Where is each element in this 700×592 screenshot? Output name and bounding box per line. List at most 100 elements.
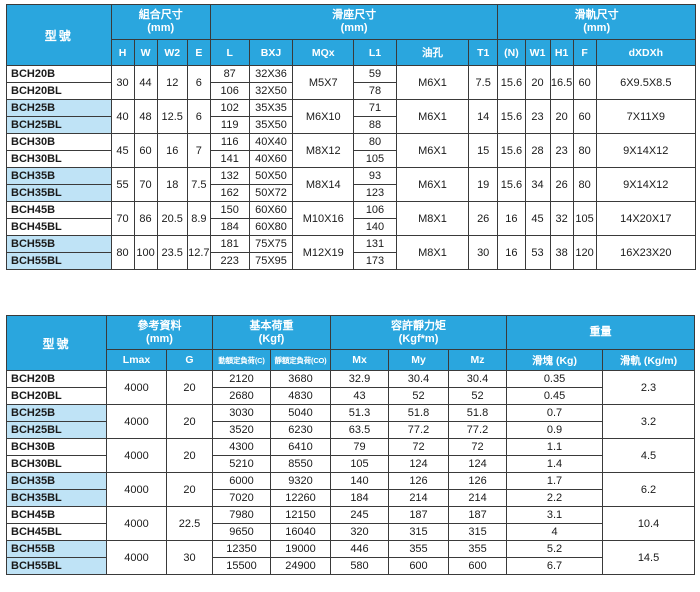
cell-dxdxh: 9X14X12 <box>595 167 697 202</box>
cell-mx: 43 <box>330 387 389 405</box>
model-cell: BCH55B <box>6 540 107 558</box>
cell-f: 80 <box>572 133 597 168</box>
col-mz: Mz <box>447 349 508 371</box>
cell-static-load: 4830 <box>270 387 331 405</box>
cell-static-load: 8550 <box>270 455 331 473</box>
cell-mx: 245 <box>330 506 389 524</box>
cell-lmax: 4000 <box>106 370 167 405</box>
cell-static-load: 3680 <box>270 370 331 388</box>
cell-my: 187 <box>388 506 449 524</box>
cell-mq: M10X16 <box>292 201 355 236</box>
cell-dxdxh: 16X23X20 <box>595 235 697 270</box>
col-block-weight: 滑塊 (Kg) <box>506 349 604 371</box>
assembly-header: 組合尺寸 (mm) <box>110 4 211 40</box>
col-dxdxh: dXDXh <box>595 39 697 66</box>
cell-static-load: 6410 <box>270 438 331 456</box>
cell-dynamic-load: 2680 <box>212 387 271 405</box>
cell-dynamic-load: 7020 <box>212 489 271 507</box>
table-row: BCH25B 40 48 12.5 6 102 35X35 M6X10 71 M6X1 14 15.6… <box>6 99 697 134</box>
cell-w1: 45 <box>524 201 551 236</box>
cell-l: 181 <box>209 235 250 253</box>
cell-block-weight: 2.2 <box>506 489 604 507</box>
cell-dxdxh: 7X11X9 <box>595 99 697 134</box>
cell-mx: 105 <box>330 455 389 473</box>
cell-h1: 26 <box>549 167 574 202</box>
cell-my: 51.8 <box>388 404 449 422</box>
table-row: BCH45B 70 86 20.5 8.9 150 60X60 M10X16 106 M8X1 26… <box>6 201 697 236</box>
cell-static-load: 5040 <box>270 404 331 422</box>
col-mx: Mx <box>330 349 389 371</box>
cell-static-load: 12150 <box>270 506 331 524</box>
model-cell: BCH20BL <box>6 387 107 405</box>
cell-lmax: 4000 <box>106 472 167 507</box>
cell-static-load: 19000 <box>270 540 331 558</box>
cell-e: 8.9 <box>186 201 211 236</box>
cell-w: 70 <box>133 167 158 202</box>
cell-w2: 16 <box>156 133 188 168</box>
cell-l1: 173 <box>353 252 397 270</box>
cell-l1: 78 <box>353 82 397 100</box>
cell-mx: 140 <box>330 472 389 490</box>
cell-mq: M6X10 <box>292 99 355 134</box>
basic-load-header: 基本荷重 (Kgf) <box>212 315 331 350</box>
cell-lmax: 4000 <box>106 438 167 473</box>
model-cell: BCH20B <box>6 370 107 388</box>
weight-header: 重量 <box>506 315 696 350</box>
cell-dynamic-load: 9650 <box>212 523 271 541</box>
cell-l1: 59 <box>353 65 397 83</box>
cell-l1: 105 <box>353 150 397 168</box>
cell-l1: 106 <box>353 201 397 219</box>
model-cell: BCH35BL <box>6 489 107 507</box>
cell-static-load: 24900 <box>270 557 331 575</box>
cell-w1: 34 <box>524 167 551 202</box>
model-cell: BCH30B <box>6 438 107 456</box>
col-l1: L1 <box>353 39 397 66</box>
cell-g: 22.5 <box>166 506 213 541</box>
cell-bxj: 75X75 <box>248 235 294 253</box>
col-rail-weight: 滑軌 (Kg/m) <box>602 349 696 371</box>
model-cell: BCH55BL <box>6 557 107 575</box>
cell-dxdxh: 6X9.5X8.5 <box>595 65 697 100</box>
cell-w: 44 <box>133 65 158 100</box>
cell-l1: 131 <box>353 235 397 253</box>
cell-h1: 32 <box>549 201 574 236</box>
table-row: BCH20B 30 44 12 6 87 32X36 M5X7 59 M6X1 7.5 15.6 20 1… <box>6 65 697 100</box>
cell-g: 20 <box>166 438 213 473</box>
cell-dynamic-load: 4300 <box>212 438 271 456</box>
cell-mx: 79 <box>330 438 389 456</box>
model-header: 型號 <box>6 4 112 66</box>
cell-t1: 15 <box>468 133 499 168</box>
cell-bxj: 32X36 <box>248 65 294 83</box>
cell-t1: 19 <box>468 167 499 202</box>
table-row: BCH55BL 15500 24900 580 600 600 6.7 <box>6 557 695 575</box>
cell-mq: M8X14 <box>292 167 355 202</box>
cell-mq: M12X19 <box>292 235 355 270</box>
cell-rail-weight: 6.2 <box>602 472 696 507</box>
cell-dynamic-load: 5210 <box>212 455 271 473</box>
table-row: BCH25B 4000 20 3030 5040 51.3 51.8 51.8 0.7 3.2 <box>6 404 696 439</box>
col-w: W <box>133 39 158 66</box>
cell-l: 132 <box>209 167 250 185</box>
static-moment-header: 容許靜力矩 (Kgf*m) <box>329 315 508 350</box>
cell-lmax: 4000 <box>106 540 167 575</box>
cell-f: 60 <box>572 65 597 100</box>
cell-rail-weight: 2.3 <box>602 370 696 405</box>
model-cell: BCH20B <box>6 65 112 83</box>
cell-l: 141 <box>209 150 250 168</box>
cell-mx: 184 <box>330 489 389 507</box>
cell-my: 72 <box>388 438 449 456</box>
cell-rail-weight: 4.5 <box>602 438 696 473</box>
cell-e: 7.5 <box>186 167 211 202</box>
model-cell: BCH25BL <box>6 116 112 134</box>
cell-mx: 32.9 <box>330 370 389 388</box>
table-row: BCH35BL 7020 12260 184 214 214 2.2 <box>6 489 695 507</box>
cell-mx: 51.3 <box>330 404 389 422</box>
cell-bxj: 60X80 <box>248 218 294 236</box>
cell-mz: 126 <box>447 472 508 490</box>
cell-l1: 123 <box>353 184 397 202</box>
table-row: BCH55B 80 100 23.5 12.7 181 75X75 M12X19 131 M8X1… <box>6 235 697 270</box>
cell-block-weight: 3.1 <box>506 506 604 524</box>
model-cell: BCH25B <box>6 99 112 117</box>
cell-h: 80 <box>110 235 135 270</box>
table-row: BCH55B 4000 30 12350 19000 446 355 355 5.2 14.5 <box>6 540 696 575</box>
